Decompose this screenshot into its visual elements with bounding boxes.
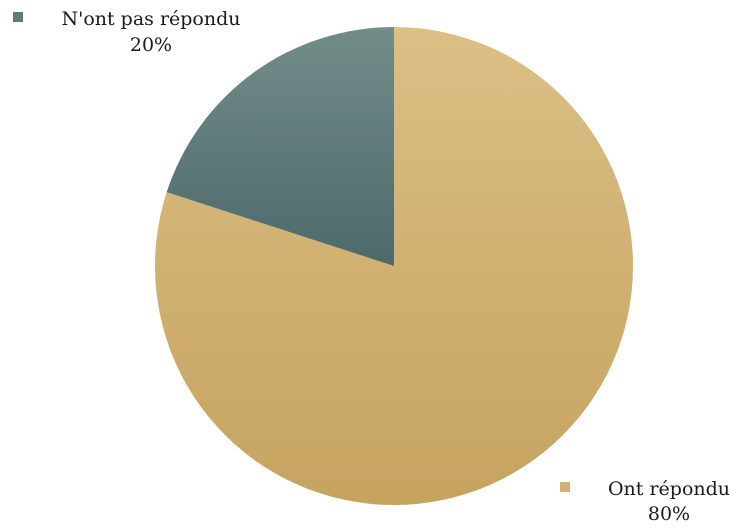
slice-label-nont-pas-repondu: N'ont pas répondu [61,8,240,30]
legend-marker-nont-pas-repondu [13,12,23,22]
label-nont-pas-repondu: N'ont pas répondu 20% [13,8,241,56]
slice-nont-pas-repondu [166,27,394,266]
slice-label-ont-repondu: Ont répondu [608,478,730,500]
slice-value-nont-pas-repondu: 20% [130,34,172,56]
legend-marker-ont-repondu [560,482,570,492]
slice-ont-repondu [155,27,634,505]
slice-value-ont-repondu: 80% [648,503,690,524]
label-ont-repondu: Ont répondu 80% [560,478,730,525]
pie-slices [155,27,634,505]
